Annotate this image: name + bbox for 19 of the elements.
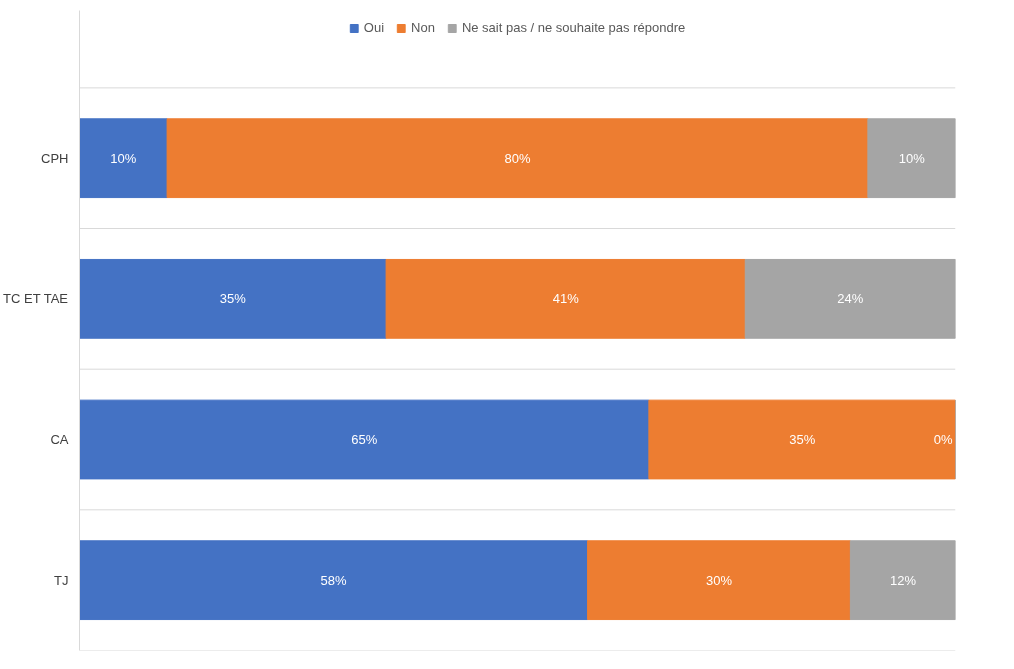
legend-label: Non xyxy=(411,20,435,35)
data-label: 35% xyxy=(789,432,816,448)
data-label: 0% xyxy=(933,432,953,448)
y-tick-label: CA xyxy=(50,432,69,448)
data-label: 30% xyxy=(705,572,733,588)
data-label: 35% xyxy=(219,291,247,307)
data-label: 65% xyxy=(351,432,378,448)
y-tick-label: CPH xyxy=(41,150,69,166)
data-label: 24% xyxy=(837,291,864,307)
data-label: 80% xyxy=(504,150,531,166)
data-label: 58% xyxy=(320,572,347,588)
data-label: 12% xyxy=(889,572,917,588)
y-tick-label: TC ET TAE xyxy=(3,291,69,307)
data-label: 10% xyxy=(898,150,926,166)
legend-label: Ne sait pas / ne souhaite pas répondre xyxy=(461,20,686,35)
y-tick-label: TJ xyxy=(54,572,69,588)
data-label: 10% xyxy=(110,150,137,166)
legend-label: Oui xyxy=(363,20,385,35)
data-label: 41% xyxy=(552,291,580,307)
